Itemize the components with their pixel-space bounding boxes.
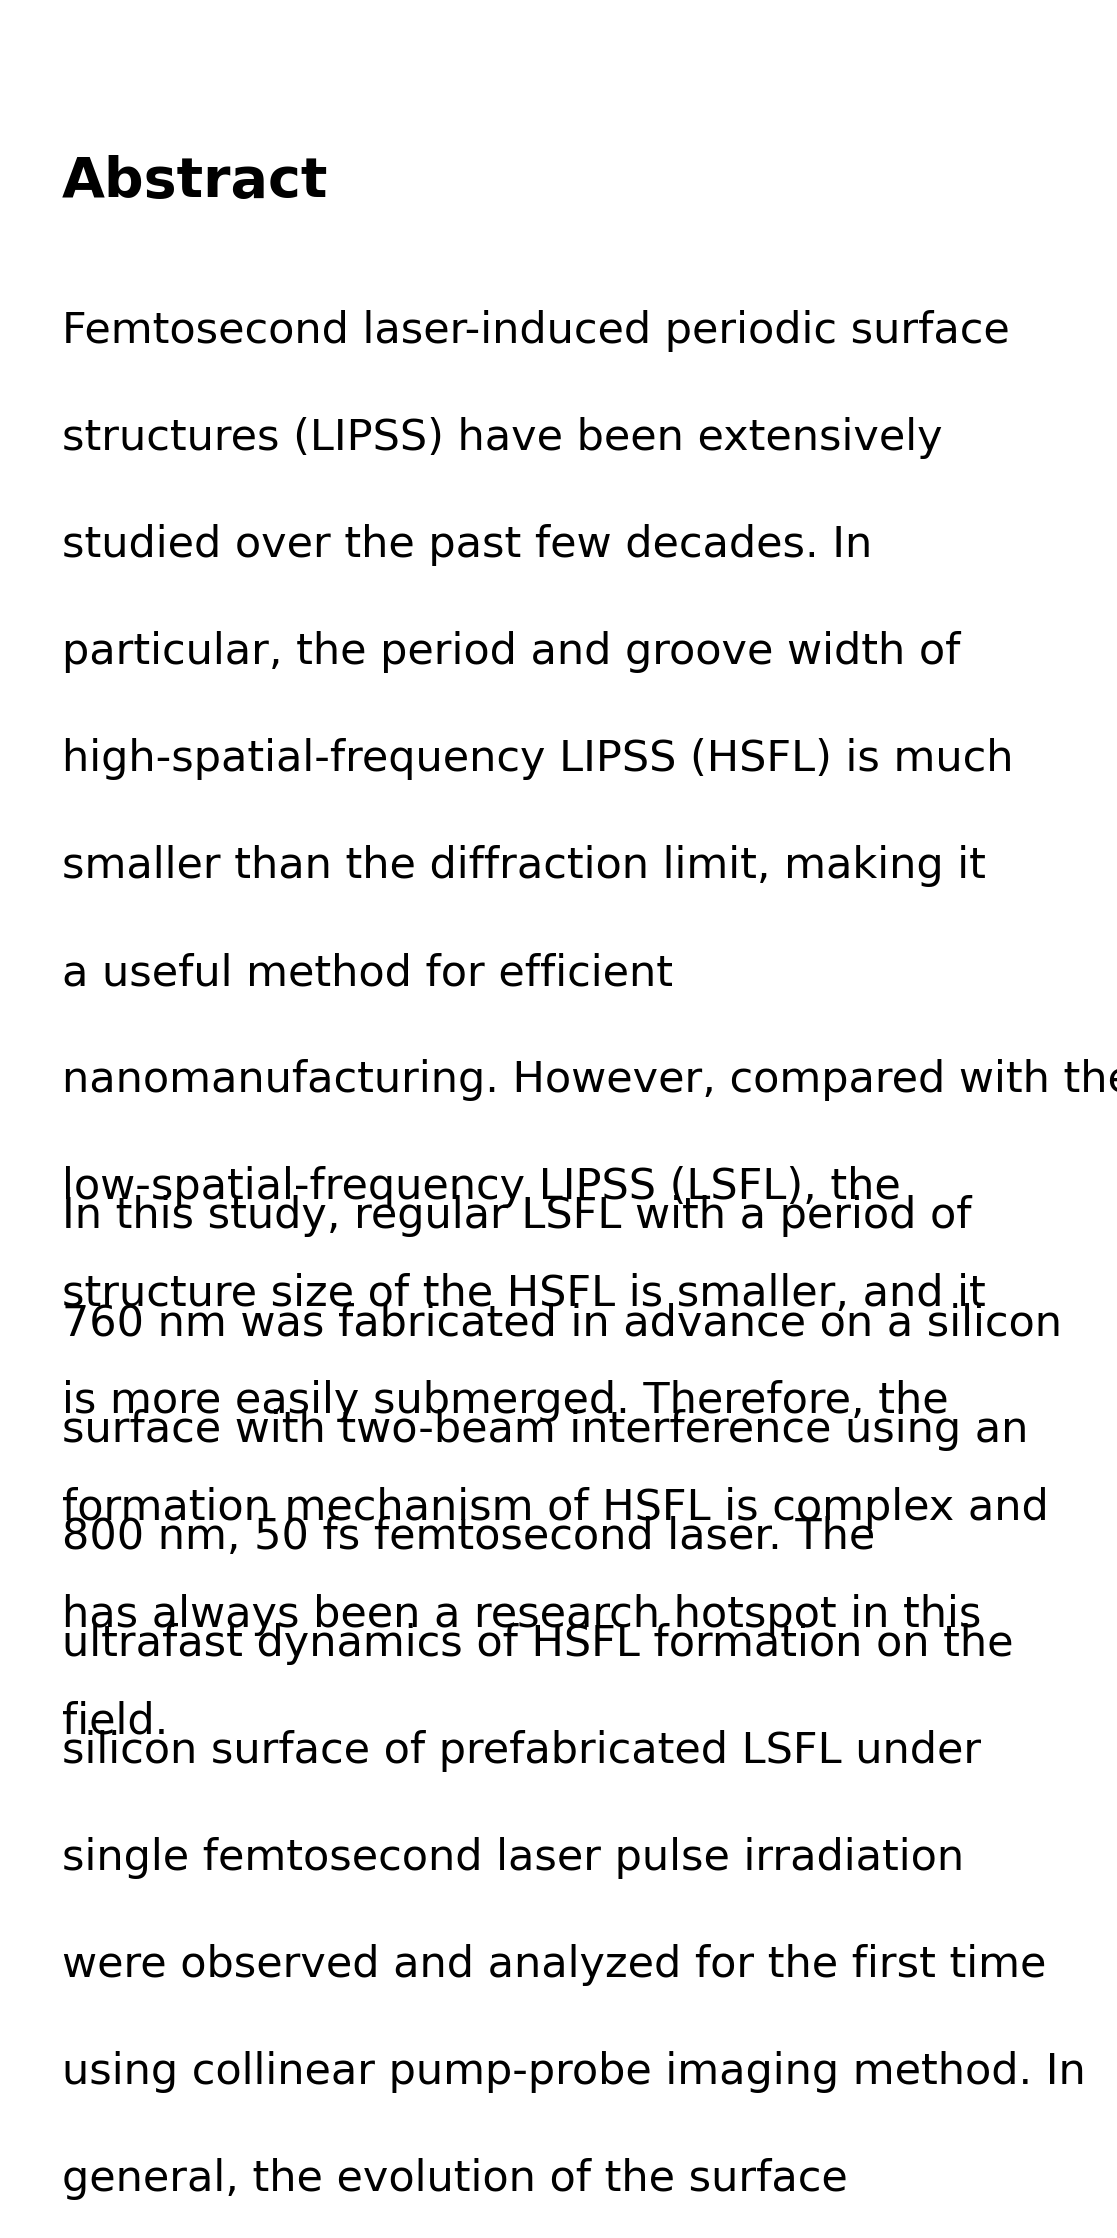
Text: Femtosecond laser-induced periodic surface: Femtosecond laser-induced periodic surfa… — [63, 311, 1010, 351]
Text: Abstract: Abstract — [63, 154, 328, 208]
Text: surface with two-beam interference using an: surface with two-beam interference using… — [63, 1410, 1029, 1450]
Text: particular, the period and groove width of: particular, the period and groove width … — [63, 631, 961, 674]
Text: smaller than the diffraction limit, making it: smaller than the diffraction limit, maki… — [63, 846, 986, 886]
Text: a useful method for efficient: a useful method for efficient — [63, 951, 674, 994]
Text: structures (LIPSS) have been extensively: structures (LIPSS) have been extensively — [63, 416, 943, 459]
Text: structure size of the HSFL is smaller, and it: structure size of the HSFL is smaller, a… — [63, 1273, 985, 1316]
Text: 800 nm, 50 fs femtosecond laser. The: 800 nm, 50 fs femtosecond laser. The — [63, 1515, 876, 1558]
Text: low-spatial-frequency LIPSS (LSFL), the: low-spatial-frequency LIPSS (LSFL), the — [63, 1166, 900, 1209]
Text: silicon surface of prefabricated LSFL under: silicon surface of prefabricated LSFL un… — [63, 1730, 981, 1772]
Text: single femtosecond laser pulse irradiation: single femtosecond laser pulse irradiati… — [63, 1837, 964, 1880]
Text: formation mechanism of HSFL is complex and: formation mechanism of HSFL is complex a… — [63, 1486, 1049, 1529]
Text: nanomanufacturing. However, compared with the: nanomanufacturing. However, compared wit… — [63, 1059, 1117, 1101]
Text: 760 nm was fabricated in advance on a silicon: 760 nm was fabricated in advance on a si… — [63, 1303, 1062, 1345]
Text: In this study, regular LSFL with a period of: In this study, regular LSFL with a perio… — [63, 1195, 972, 1238]
Text: using collinear pump-probe imaging method. In: using collinear pump-probe imaging metho… — [63, 2050, 1086, 2093]
Text: ultrafast dynamics of HSFL formation on the: ultrafast dynamics of HSFL formation on … — [63, 1623, 1013, 1665]
Text: studied over the past few decades. In: studied over the past few decades. In — [63, 524, 872, 566]
Text: were observed and analyzed for the first time: were observed and analyzed for the first… — [63, 1945, 1047, 1985]
Text: high-spatial-frequency LIPSS (HSFL) is much: high-spatial-frequency LIPSS (HSFL) is m… — [63, 739, 1013, 781]
Text: is more easily submerged. Therefore, the: is more easily submerged. Therefore, the — [63, 1381, 948, 1421]
Text: field.: field. — [63, 1701, 169, 1743]
Text: general, the evolution of the surface: general, the evolution of the surface — [63, 2157, 848, 2200]
Text: has always been a research hotspot in this: has always been a research hotspot in th… — [63, 1593, 982, 1636]
